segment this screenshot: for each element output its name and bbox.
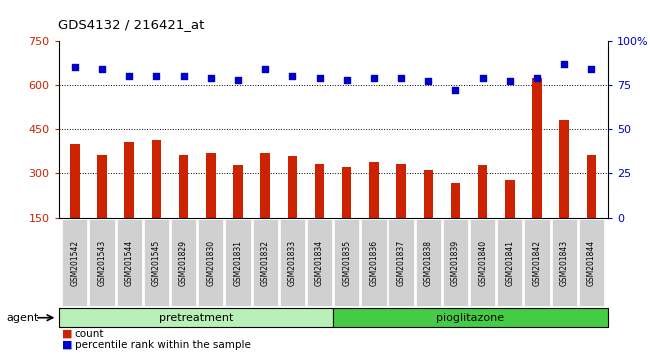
Point <box>233 77 243 82</box>
Bar <box>233 165 242 262</box>
Text: GSM201832: GSM201832 <box>261 240 270 286</box>
Point <box>504 79 515 84</box>
Bar <box>261 153 270 262</box>
Point <box>559 61 569 67</box>
Text: GSM201545: GSM201545 <box>152 240 161 286</box>
Text: agent: agent <box>6 313 39 323</box>
Point <box>450 87 461 93</box>
Point <box>532 75 542 81</box>
Text: GSM201841: GSM201841 <box>505 240 514 286</box>
Text: GSM201844: GSM201844 <box>587 240 596 286</box>
Bar <box>532 79 542 262</box>
Point <box>478 75 488 81</box>
Bar <box>315 164 324 262</box>
Text: GSM201831: GSM201831 <box>233 240 242 286</box>
Point <box>369 75 379 81</box>
Point <box>586 66 597 72</box>
Point <box>151 73 162 79</box>
Text: GSM201837: GSM201837 <box>396 240 406 286</box>
Bar <box>424 170 433 262</box>
Text: GSM201835: GSM201835 <box>342 240 351 286</box>
Point <box>396 75 406 81</box>
Bar <box>369 162 379 262</box>
Point <box>205 75 216 81</box>
Bar <box>396 164 406 262</box>
Text: GSM201840: GSM201840 <box>478 240 487 286</box>
Bar <box>151 141 161 262</box>
Bar <box>560 120 569 262</box>
Point <box>97 66 107 72</box>
Bar <box>98 155 107 262</box>
Point <box>260 66 270 72</box>
Bar <box>505 180 515 262</box>
Text: GSM201833: GSM201833 <box>288 240 297 286</box>
Text: ■: ■ <box>62 329 72 339</box>
Text: GSM201842: GSM201842 <box>532 240 541 286</box>
Text: count: count <box>75 329 104 339</box>
Point <box>178 73 188 79</box>
Bar <box>478 165 488 262</box>
Text: GSM201839: GSM201839 <box>451 240 460 286</box>
Text: GSM201836: GSM201836 <box>369 240 378 286</box>
Text: GSM201544: GSM201544 <box>125 240 134 286</box>
Bar <box>179 155 188 262</box>
Text: GSM201838: GSM201838 <box>424 240 433 286</box>
Point <box>124 73 135 79</box>
Bar <box>342 167 352 262</box>
Text: GSM201829: GSM201829 <box>179 240 188 286</box>
Point <box>423 79 434 84</box>
Text: GSM201834: GSM201834 <box>315 240 324 286</box>
Point <box>70 64 80 70</box>
Text: GSM201543: GSM201543 <box>98 240 107 286</box>
Text: GSM201843: GSM201843 <box>560 240 569 286</box>
Text: percentile rank within the sample: percentile rank within the sample <box>75 340 251 350</box>
Text: pretreatment: pretreatment <box>159 313 233 323</box>
Bar <box>450 183 460 262</box>
Point <box>315 75 325 81</box>
Bar <box>70 144 79 262</box>
Text: GSM201830: GSM201830 <box>206 240 215 286</box>
Point <box>287 73 298 79</box>
Text: GSM201542: GSM201542 <box>70 240 79 286</box>
Text: ■: ■ <box>62 340 72 350</box>
Bar <box>206 153 216 262</box>
Bar <box>124 142 134 262</box>
Text: pioglitazone: pioglitazone <box>436 313 504 323</box>
Point <box>341 77 352 82</box>
Text: GDS4132 / 216421_at: GDS4132 / 216421_at <box>58 18 205 31</box>
Bar <box>587 155 596 262</box>
Bar <box>287 156 297 262</box>
